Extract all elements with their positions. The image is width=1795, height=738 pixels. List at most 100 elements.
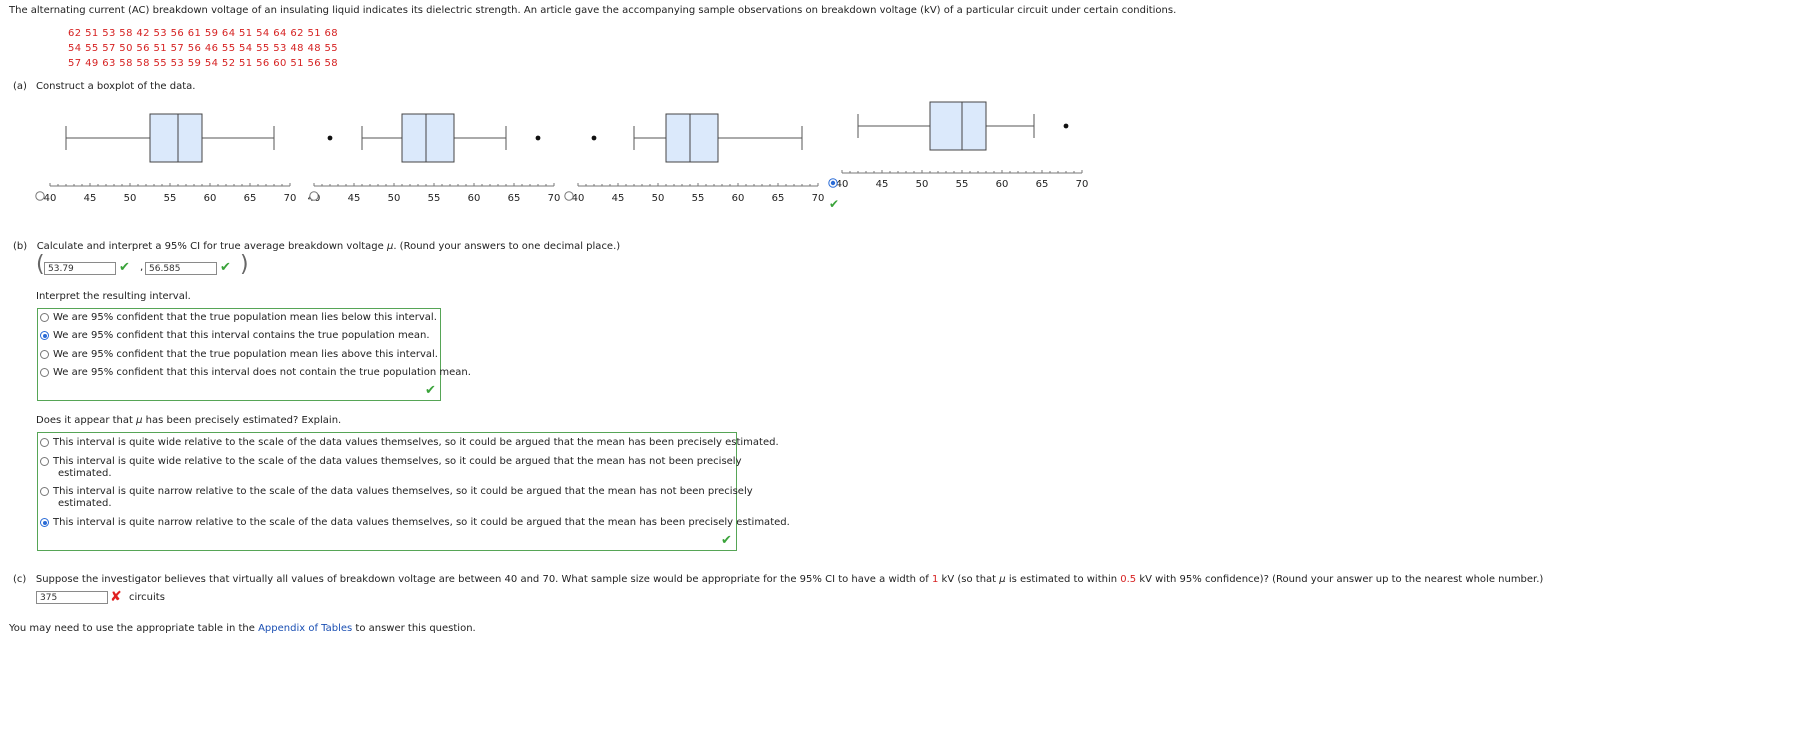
boxplot-d-tick-label: 45	[876, 179, 889, 190]
precise-option-label-2: This interval is quite wide relative to …	[53, 456, 742, 467]
precise-options-box	[37, 432, 737, 551]
interpret-option-label-4: We are 95% confident that this interval …	[53, 367, 471, 378]
interpret-radio-2[interactable]	[40, 331, 49, 340]
boxplot-b-box	[401, 113, 455, 163]
boxplot-d-outlier-1	[1063, 123, 1069, 129]
mu-symbol: μ	[999, 574, 1006, 585]
boxplot-b-tick-label: 50	[388, 193, 401, 204]
boxplot-c-radio[interactable]	[564, 191, 574, 201]
boxplot-d-tick-label: 55	[956, 179, 969, 190]
precise-radio-1[interactable]	[40, 438, 49, 447]
footer-note: You may need to use the appropriate tabl…	[9, 623, 476, 634]
problem-intro: The alternating current (AC) breakdown v…	[9, 5, 1177, 16]
boxplot-options: 40 45 50 55 60 65 70 40 45 50 55 60 65 70 40 45 50 55 60 65…	[35, 101, 1089, 211]
interpret-radio-1[interactable]	[40, 313, 49, 322]
interpret-option-label-2: We are 95% confident that this interval …	[53, 330, 430, 341]
boxplot-a-tick-label: 55	[164, 193, 177, 204]
precise-radio-2[interactable]	[40, 457, 49, 466]
part-b-text-pre: Calculate and interpret a 95% CI for tru…	[36, 241, 387, 252]
precise-option-label-3-cont: estimated.	[58, 498, 112, 509]
ci-upper-input[interactable]: 56.585	[145, 262, 217, 275]
precise-option-label-2-cont: estimated.	[58, 468, 112, 479]
part-c-text-1: Suppose the investigator believes that v…	[35, 574, 932, 585]
boxplot-c-tick-label: 60	[732, 193, 745, 204]
boxplot-c-tick-label: 70	[812, 193, 825, 204]
part-b-label: (b)	[13, 241, 28, 252]
interpret-option-label-1: We are 95% confident that the true popul…	[53, 312, 437, 323]
sample-size-wrong-icon: ✘	[110, 589, 122, 605]
boxplot-a-box	[149, 113, 203, 163]
open-paren: (	[36, 252, 45, 277]
boxplot-d-box	[929, 101, 987, 151]
part-c-label: (c)	[13, 574, 27, 585]
boxplot-b-tick-label: 70	[548, 193, 561, 204]
interpret-options-box	[37, 308, 441, 401]
part-b-text-post: . (Round your answers to one decimal pla…	[393, 241, 621, 252]
precise-option-label-4: This interval is quite narrow relative t…	[53, 517, 790, 528]
precise-prompt-post: has been precisely estimated? Explain.	[142, 415, 342, 426]
data-row-1: 62 51 53 58 42 53 56 61 59 64 51 54 64 6…	[68, 28, 339, 39]
mu-symbol: μ	[136, 415, 143, 426]
part-c-question: (c) Suppose the investigator believes th…	[13, 574, 1543, 585]
boxplot-d-tick-label: 40	[836, 179, 849, 190]
part-a-question: Construct a boxplot of the data.	[36, 81, 196, 92]
boxplot-a-tick-label: 65	[244, 193, 257, 204]
boxplot-b-tick-label: 55	[428, 193, 441, 204]
part-a-label: (a)	[13, 81, 27, 92]
part-b-question: (b) Calculate and interpret a 95% CI for…	[13, 241, 620, 252]
boxplot-a-tick-label: 40	[44, 193, 57, 204]
boxplot-b-radio[interactable]	[309, 191, 319, 201]
boxplot-b-tick-label: 45	[348, 193, 361, 204]
boxplot-a-tick-label: 45	[84, 193, 97, 204]
precise-check-icon: ✔	[721, 533, 732, 548]
part-c-text-4: kV with 95% confidence)? (Round your ans…	[1136, 574, 1544, 585]
data-row-3: 57 49 63 58 58 55 53 59 54 52 51 56 60 5…	[68, 58, 339, 69]
boxplot-b-tick-label: 60	[468, 193, 481, 204]
boxplot-a-radio[interactable]	[35, 191, 45, 201]
footer-pre: You may need to use the appropriate tabl…	[9, 623, 259, 634]
boxplot-d-tick-label: 50	[916, 179, 929, 190]
interpret-check-icon: ✔	[425, 383, 436, 398]
boxplot-c-tick-label: 50	[652, 193, 665, 204]
mu-symbol: μ	[386, 241, 394, 252]
boxplot-c-box	[665, 113, 719, 163]
ci-comma: ,	[140, 262, 144, 273]
boxplot-b-tick-label: 65	[508, 193, 521, 204]
part-c-text-3: is estimated to within	[1005, 574, 1121, 585]
ci-lower-check-icon: ✔	[119, 260, 130, 275]
width-value: 1	[932, 574, 939, 585]
boxplot-a-tick-label: 50	[124, 193, 137, 204]
boxplot-b-outlier-1	[327, 135, 333, 141]
footer-post: to answer this question.	[352, 623, 476, 634]
boxplot-d-radio-dot	[830, 180, 836, 186]
data-row-2: 54 55 57 50 56 51 57 56 46 55 54 55 53 4…	[68, 43, 339, 54]
boxplot-a-tick-label: 60	[204, 193, 217, 204]
within-value: 0.5	[1120, 574, 1137, 585]
boxplot-c-tick-label: 55	[692, 193, 705, 204]
part-c-text-2: kV (so that	[938, 574, 1000, 585]
precise-radio-3[interactable]	[40, 487, 49, 496]
precise-option-label-3: This interval is quite narrow relative t…	[53, 486, 753, 497]
precise-option-label-1: This interval is quite wide relative to …	[53, 437, 779, 448]
boxplot-d-tick-label: 65	[1036, 179, 1049, 190]
ci-lower-input[interactable]: 53.79	[44, 262, 116, 275]
boxplot-c-tick-label: 40	[572, 193, 585, 204]
boxplot-b-outlier-2	[535, 135, 541, 141]
interpret-option-label-3: We are 95% confident that the true popul…	[53, 349, 438, 360]
interpret-radio-3[interactable]	[40, 350, 49, 359]
precise-radio-4[interactable]	[40, 518, 49, 527]
boxplot-c-tick-label: 65	[772, 193, 785, 204]
ci-upper-check-icon: ✔	[220, 260, 231, 275]
appendix-link[interactable]: Appendix of Tables	[258, 623, 353, 634]
precise-prompt-pre: Does it appear that	[36, 415, 137, 426]
boxplot-a-tick-label: 70	[284, 193, 297, 204]
interpret-radio-4[interactable]	[40, 368, 49, 377]
sample-size-unit: circuits	[129, 592, 165, 603]
interpret-prompt: Interpret the resulting interval.	[36, 291, 191, 302]
boxplot-c-outlier-1	[591, 135, 597, 141]
boxplot-d-tick-label: 70	[1076, 179, 1089, 190]
boxplot-check-icon: ✔	[829, 197, 839, 211]
precise-prompt: Does it appear that μ has been precisely…	[36, 415, 341, 426]
sample-size-input[interactable]: 375	[36, 591, 108, 604]
boxplot-d-tick-label: 60	[996, 179, 1009, 190]
